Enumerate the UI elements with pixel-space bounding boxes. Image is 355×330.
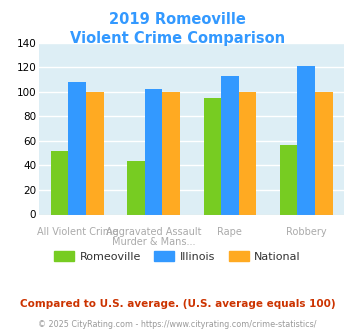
Bar xyxy=(162,92,180,214)
Text: Aggravated Assault: Aggravated Assault xyxy=(106,227,201,237)
Bar xyxy=(127,161,145,215)
Bar xyxy=(86,92,104,214)
Text: © 2025 CityRating.com - https://www.cityrating.com/crime-statistics/: © 2025 CityRating.com - https://www.city… xyxy=(38,320,317,329)
Bar xyxy=(297,66,315,214)
Bar xyxy=(51,151,69,214)
Text: Rape: Rape xyxy=(217,227,242,237)
Bar xyxy=(315,92,333,214)
Legend: Romeoville, Illinois, National: Romeoville, Illinois, National xyxy=(50,247,305,267)
Text: Compared to U.S. average. (U.S. average equals 100): Compared to U.S. average. (U.S. average … xyxy=(20,299,335,309)
Bar xyxy=(280,145,297,214)
Bar xyxy=(145,89,162,214)
Text: 2019 Romeoville: 2019 Romeoville xyxy=(109,12,246,26)
Text: Robbery: Robbery xyxy=(286,227,327,237)
Bar xyxy=(69,82,86,214)
Bar xyxy=(203,98,221,214)
Text: Murder & Mans...: Murder & Mans... xyxy=(112,237,195,247)
Bar xyxy=(221,76,239,215)
Text: All Violent Crime: All Violent Crime xyxy=(37,227,118,237)
Text: Violent Crime Comparison: Violent Crime Comparison xyxy=(70,31,285,46)
Bar xyxy=(239,92,256,214)
